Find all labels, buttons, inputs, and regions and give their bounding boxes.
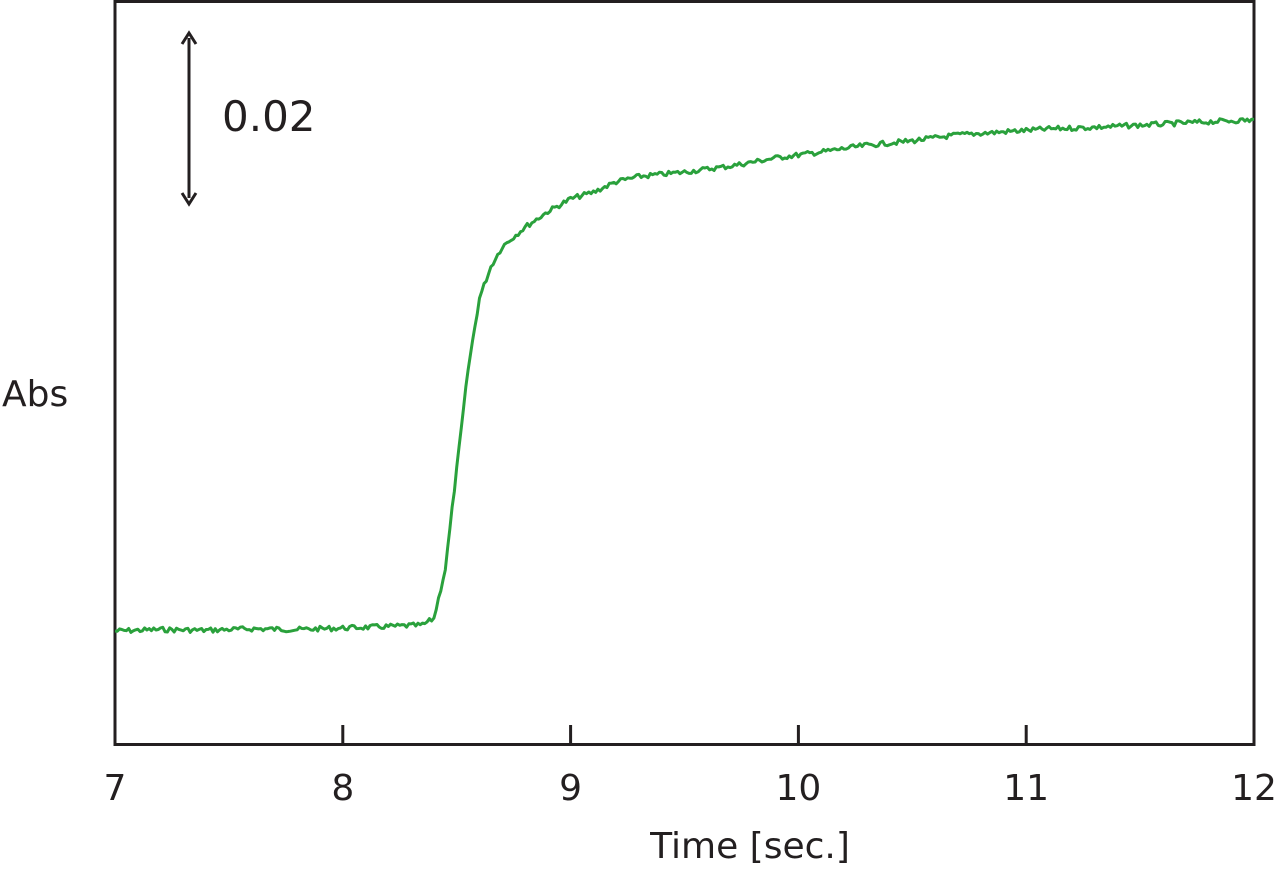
x-tick-label-9: 9 <box>559 768 582 809</box>
x-tick-label-11: 11 <box>1003 768 1049 809</box>
x-tick-label-7: 7 <box>104 768 127 809</box>
x-tick-label-8: 8 <box>331 768 354 809</box>
x-axis-tick-labels: 7 8 9 10 11 12 <box>104 768 1277 809</box>
x-axis-label: Time [sec.] <box>649 826 850 867</box>
scale-bar-arrow-down <box>180 192 198 207</box>
x-axis-ticks <box>341 725 1028 745</box>
plot-frame <box>113 0 1256 746</box>
y-axis-label: Abs <box>2 374 68 415</box>
scale-bar: 0.02 <box>180 30 316 207</box>
x-tick-label-10: 10 <box>775 768 821 809</box>
scale-bar-arrow-up <box>180 30 198 45</box>
scale-bar-label: 0.02 <box>222 92 316 141</box>
x-tick-label-12: 12 <box>1231 768 1277 809</box>
absorbance-trace <box>114 117 1255 634</box>
